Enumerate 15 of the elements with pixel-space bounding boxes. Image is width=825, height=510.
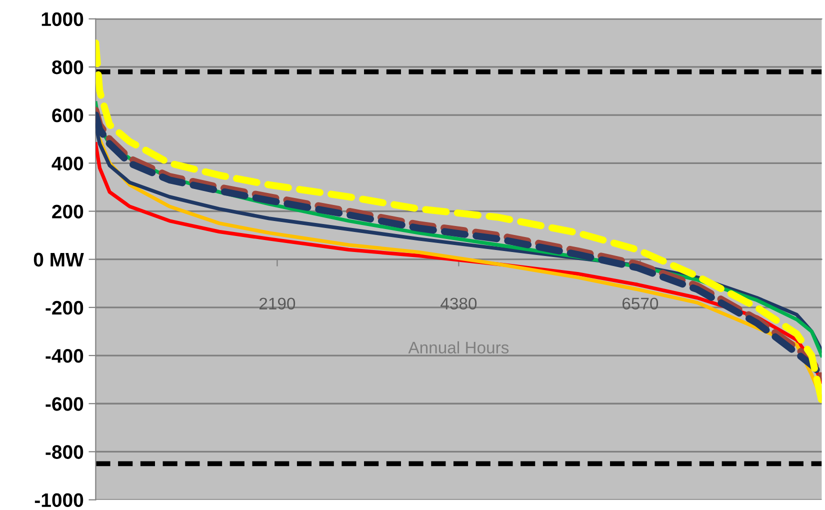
y-tick-label: -400 bbox=[46, 348, 84, 363]
x-tick-label: 4380 bbox=[440, 298, 477, 310]
x-tick-label: 6570 bbox=[622, 298, 658, 310]
y-tick-label: -200 bbox=[46, 300, 84, 315]
x-tick-label: 2190 bbox=[260, 298, 296, 310]
y-tick-label: 0 MW bbox=[34, 252, 84, 267]
y-tick-label: 200 bbox=[52, 204, 84, 218]
y-tick-label: -800 bbox=[46, 445, 84, 459]
y-tick-label: 400 bbox=[52, 156, 84, 170]
y-tick-label: -1000 bbox=[34, 493, 84, 508]
y-tick-label: 1000 bbox=[42, 12, 84, 26]
y-tick-label: 600 bbox=[52, 108, 84, 122]
y-tick-label: -600 bbox=[46, 397, 84, 411]
y-tick-label: 800 bbox=[52, 60, 84, 74]
x-axis-title: Annual Hours bbox=[408, 341, 509, 354]
